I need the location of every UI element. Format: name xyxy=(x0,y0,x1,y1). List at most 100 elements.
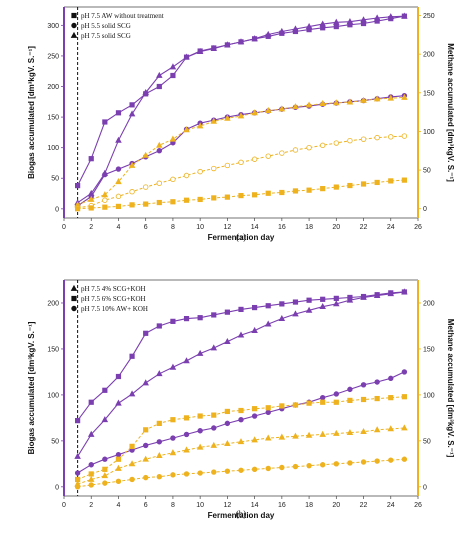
data-point xyxy=(333,391,340,397)
x-tick-label: 22 xyxy=(360,502,368,509)
data-point xyxy=(169,449,177,456)
data-point xyxy=(156,83,162,90)
data-point xyxy=(265,303,271,309)
x-tick-label: 18 xyxy=(305,224,313,231)
data-point xyxy=(142,151,149,158)
y-axis-label-left: Biogas accumulated [dm³kgV. S.⁻¹] xyxy=(27,321,36,454)
x-tick-label: 8 xyxy=(171,224,175,231)
data-point xyxy=(88,399,94,405)
data-point xyxy=(401,177,407,183)
data-point xyxy=(387,290,395,297)
data-point xyxy=(101,472,109,479)
data-point xyxy=(128,390,136,397)
data-point xyxy=(143,427,149,433)
y-tick-label-right: 200 xyxy=(423,52,435,59)
data-point xyxy=(333,184,339,190)
y-tick-label-right: 150 xyxy=(423,90,435,97)
y-tick-label-right: 50 xyxy=(423,168,431,175)
legend-label: pH 7.5 4% SCG+KOH xyxy=(81,285,146,293)
legend-label: pH 7.5 AW without treatment xyxy=(81,12,164,20)
data-point xyxy=(333,300,340,307)
data-point xyxy=(224,468,231,474)
data-point xyxy=(88,471,94,477)
data-point xyxy=(129,353,135,359)
data-point xyxy=(252,192,258,198)
series-purple-triangle xyxy=(74,12,408,206)
data-point xyxy=(88,482,94,488)
data-point xyxy=(211,425,217,431)
data-point xyxy=(143,201,149,207)
data-point xyxy=(292,299,299,305)
data-point xyxy=(292,147,299,153)
data-point xyxy=(401,93,408,100)
data-point xyxy=(374,179,380,186)
data-point xyxy=(224,337,231,344)
x-tick-label: 4 xyxy=(117,502,121,509)
data-point xyxy=(156,370,163,377)
x-tick-label: 16 xyxy=(278,502,286,509)
data-point xyxy=(197,413,203,419)
data-point xyxy=(142,442,149,449)
data-point xyxy=(183,357,190,364)
y-tick-label-left: 100 xyxy=(47,145,59,152)
legend: pH 7.5 AW without treatment pH 5.5 solid … xyxy=(70,12,164,40)
data-point xyxy=(211,312,217,318)
data-point xyxy=(129,102,135,108)
series-yellow-square xyxy=(75,394,407,483)
x-tick-label: 10 xyxy=(196,502,204,509)
series-line xyxy=(77,427,405,485)
data-point xyxy=(142,184,149,190)
data-point xyxy=(306,462,312,469)
data-point xyxy=(388,178,394,184)
data-point xyxy=(373,95,381,102)
data-point xyxy=(142,474,149,481)
x-tick-label: 6 xyxy=(144,224,148,231)
data-point xyxy=(374,458,380,464)
data-point xyxy=(347,386,353,393)
data-point xyxy=(210,344,218,351)
data-point xyxy=(333,461,340,467)
data-point xyxy=(128,460,136,467)
data-point xyxy=(183,316,190,322)
data-point xyxy=(278,27,286,34)
data-point xyxy=(292,25,299,32)
data-point xyxy=(237,112,245,119)
x-tick-label: 12 xyxy=(223,224,231,231)
data-point xyxy=(306,297,312,303)
data-point xyxy=(333,399,339,405)
data-point xyxy=(224,408,230,415)
data-point xyxy=(320,186,326,192)
legend: pH 7.5 4% SCG+KOH pH 7.5 6% SCG+KOH pH 7.5… xyxy=(70,284,148,313)
data-point xyxy=(128,110,136,117)
data-point xyxy=(387,425,395,432)
data-point xyxy=(373,291,381,299)
data-point xyxy=(265,153,271,159)
data-point xyxy=(292,188,299,194)
data-point xyxy=(319,20,326,27)
data-point xyxy=(224,420,231,427)
data-point xyxy=(210,117,218,124)
data-point xyxy=(279,464,285,471)
data-point xyxy=(129,476,135,483)
data-point xyxy=(401,133,408,139)
data-point xyxy=(128,161,136,168)
data-point xyxy=(102,387,108,393)
legend-label: pH 7.5 10% AW+ KOH xyxy=(81,305,148,313)
data-point xyxy=(346,18,354,25)
data-point xyxy=(401,12,408,19)
data-point xyxy=(238,192,244,199)
data-point xyxy=(197,470,203,476)
y-axis-label-left: Biogas accumulated [dm³kgV. S.⁻¹] xyxy=(27,46,36,179)
data-point xyxy=(183,197,190,203)
x-tick-label: 8 xyxy=(171,502,175,509)
data-point xyxy=(346,98,354,105)
data-point xyxy=(115,451,122,458)
data-point xyxy=(292,402,299,408)
data-point xyxy=(360,136,367,142)
x-tick-label: 20 xyxy=(332,502,340,509)
data-point xyxy=(238,417,244,423)
y-tick-label-right: 150 xyxy=(423,346,435,353)
data-point xyxy=(319,394,326,401)
data-point xyxy=(265,190,271,196)
data-point xyxy=(387,94,395,101)
